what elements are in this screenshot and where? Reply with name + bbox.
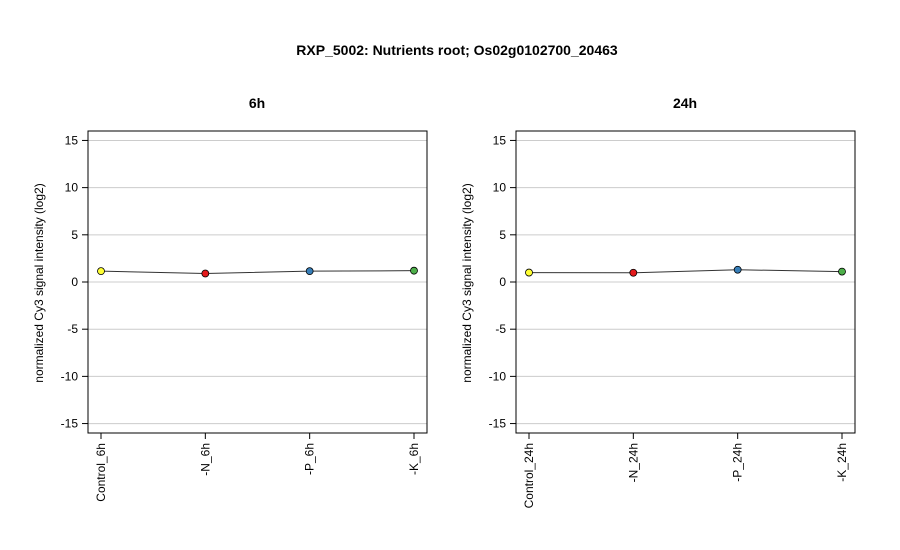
y-tick-label: -10 <box>61 369 79 383</box>
x-tick-label: Control_6h <box>94 443 108 502</box>
panel-title: 6h <box>249 95 265 111</box>
series-line <box>528 269 843 274</box>
data-point <box>305 267 314 276</box>
figure-title: RXP_5002: Nutrients root; Os02g0102700_2… <box>296 42 618 58</box>
data-point <box>838 267 846 276</box>
x-tick-label: Control_24h <box>522 443 536 508</box>
x-tick-label: -P_24h <box>731 443 745 482</box>
y-tick-label: 5 <box>71 228 78 242</box>
data-point <box>525 268 533 277</box>
x-tick-label: -K_24h <box>835 443 849 482</box>
y-tick-label: 10 <box>493 181 507 195</box>
plot-area: -15 -10 -5 0 5 10 15 Control_24h -N_24h -P_24h -K_… <box>489 130 856 508</box>
y-tick-label: -5 <box>495 322 506 336</box>
y-axis-label: normalized Cy3 signal intensity (log2) <box>460 183 474 382</box>
y-tick-label: -10 <box>489 369 507 383</box>
y-tick-label: 15 <box>493 133 507 147</box>
data-point <box>629 268 638 277</box>
y-tick-label: 10 <box>65 181 79 195</box>
y-tick-label: 0 <box>71 275 78 289</box>
y-axis-label: normalized Cy3 signal intensity (log2) <box>32 183 46 382</box>
panel-title: 24h <box>673 95 697 111</box>
y-tick-label: -15 <box>61 417 79 431</box>
data-point <box>201 269 210 278</box>
plot-area: -15 -10 -5 0 5 10 15 Control_6h -N_6h -P_6h -K_6h <box>61 130 428 502</box>
panel-6h: 6h normalized Cy3 signal intensity (log2… <box>32 95 428 502</box>
x-tick-label: -P_6h <box>303 443 317 475</box>
data-point <box>410 266 418 275</box>
x-tick-label: -K_6h <box>407 443 421 475</box>
plot-frame <box>515 130 856 434</box>
series-line <box>100 270 415 275</box>
data-point <box>733 265 742 274</box>
y-tick-label: 5 <box>499 228 506 242</box>
y-tick-label: 0 <box>499 275 506 289</box>
data-point <box>97 267 105 276</box>
panel-24h: 24h normalized Cy3 signal intensity (log… <box>460 95 856 508</box>
y-tick-label: 15 <box>65 133 79 147</box>
x-tick-label: -N_24h <box>626 443 640 482</box>
plot-frame <box>87 130 428 434</box>
y-tick-label: -5 <box>67 322 78 336</box>
y-tick-label: -15 <box>489 417 507 431</box>
x-tick-label: -N_6h <box>198 443 212 476</box>
